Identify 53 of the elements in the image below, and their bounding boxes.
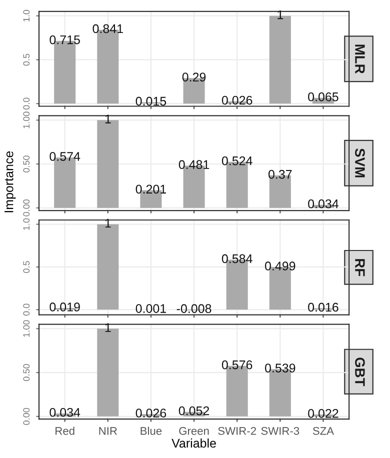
data-label: 0.026 (222, 96, 252, 105)
y-tick-label: 1.00 (23, 112, 30, 128)
x-tick-label: NIR (99, 427, 117, 435)
data-label: 0.201 (136, 184, 166, 194)
data-label: 0.034 (308, 199, 338, 208)
x-tick-label: SWIR-3 (261, 427, 300, 435)
data-label: 1 (105, 323, 111, 332)
x-axis-title: Variable (172, 438, 216, 448)
text: MLR (355, 44, 365, 74)
data-label: 0.499 (265, 262, 296, 270)
data-label: 0.576 (222, 360, 252, 370)
y-tick-label: 0.00 (23, 408, 30, 425)
y-tick-label: 0.50 (23, 364, 30, 381)
data-label: 0.524 (222, 156, 252, 166)
text: SVM (355, 148, 365, 178)
x-tick-label: Green (179, 427, 209, 435)
data-label: 0.015 (136, 96, 166, 106)
x-tick-label: Blue (140, 426, 162, 435)
x-tick-label: Red (56, 426, 74, 435)
data-label: 0.29 (182, 72, 206, 82)
data-label: 0.022 (308, 409, 338, 418)
y-tick-label: 1.00 (23, 320, 30, 337)
data-label: 0.481 (178, 160, 210, 170)
data-label: 0.37 (268, 170, 292, 179)
x-tick-label: SWIR-2 (218, 427, 256, 435)
data-label: 0.715 (50, 35, 80, 44)
y-tick-label: 0.0 (23, 98, 30, 110)
y-tick-label: 0.00 (23, 199, 30, 216)
data-label: 1 (105, 218, 111, 228)
y-tick-label: 0.50 (23, 156, 30, 172)
data-label: 0.841 (92, 24, 123, 34)
y-tick-label: 0.5 (23, 261, 30, 273)
data-label: 0.052 (178, 406, 210, 416)
data-label: 0.574 (50, 152, 80, 161)
data-label: 0.026 (136, 408, 166, 418)
y-tick-label: 0.0 (23, 304, 30, 316)
y-tick-label: 1.0 (23, 218, 30, 230)
y-tick-label: 0.5 (23, 54, 30, 66)
data-label: 1 (278, 10, 284, 20)
data-label: 0.001 (136, 304, 166, 313)
y-tick-label: 1.0 (23, 10, 30, 22)
data-label: 0.584 (222, 254, 252, 264)
data-label: 0.016 (308, 302, 338, 312)
data-label: 0.065 (308, 92, 338, 102)
x-tick-label: SZA (312, 427, 334, 435)
text: GBT (355, 358, 365, 386)
data-label: 0.539 (265, 364, 296, 372)
y-axis-title: Importance (4, 151, 16, 212)
data-label: 0.019 (50, 302, 80, 312)
data-label: -0.008 (176, 304, 212, 314)
data-label: 1 (105, 114, 111, 124)
text: RF (355, 259, 365, 276)
data-label: 0.034 (50, 408, 80, 417)
